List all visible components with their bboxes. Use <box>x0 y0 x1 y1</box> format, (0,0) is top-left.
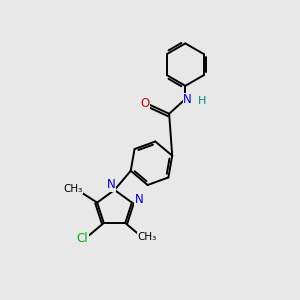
Text: N: N <box>183 93 192 106</box>
Text: CH₃: CH₃ <box>138 232 157 242</box>
Text: Cl: Cl <box>77 232 88 245</box>
Text: CH₃: CH₃ <box>63 184 83 194</box>
Text: O: O <box>140 97 149 110</box>
Text: H: H <box>198 96 207 106</box>
Text: N: N <box>106 178 116 191</box>
Text: N: N <box>135 193 144 206</box>
